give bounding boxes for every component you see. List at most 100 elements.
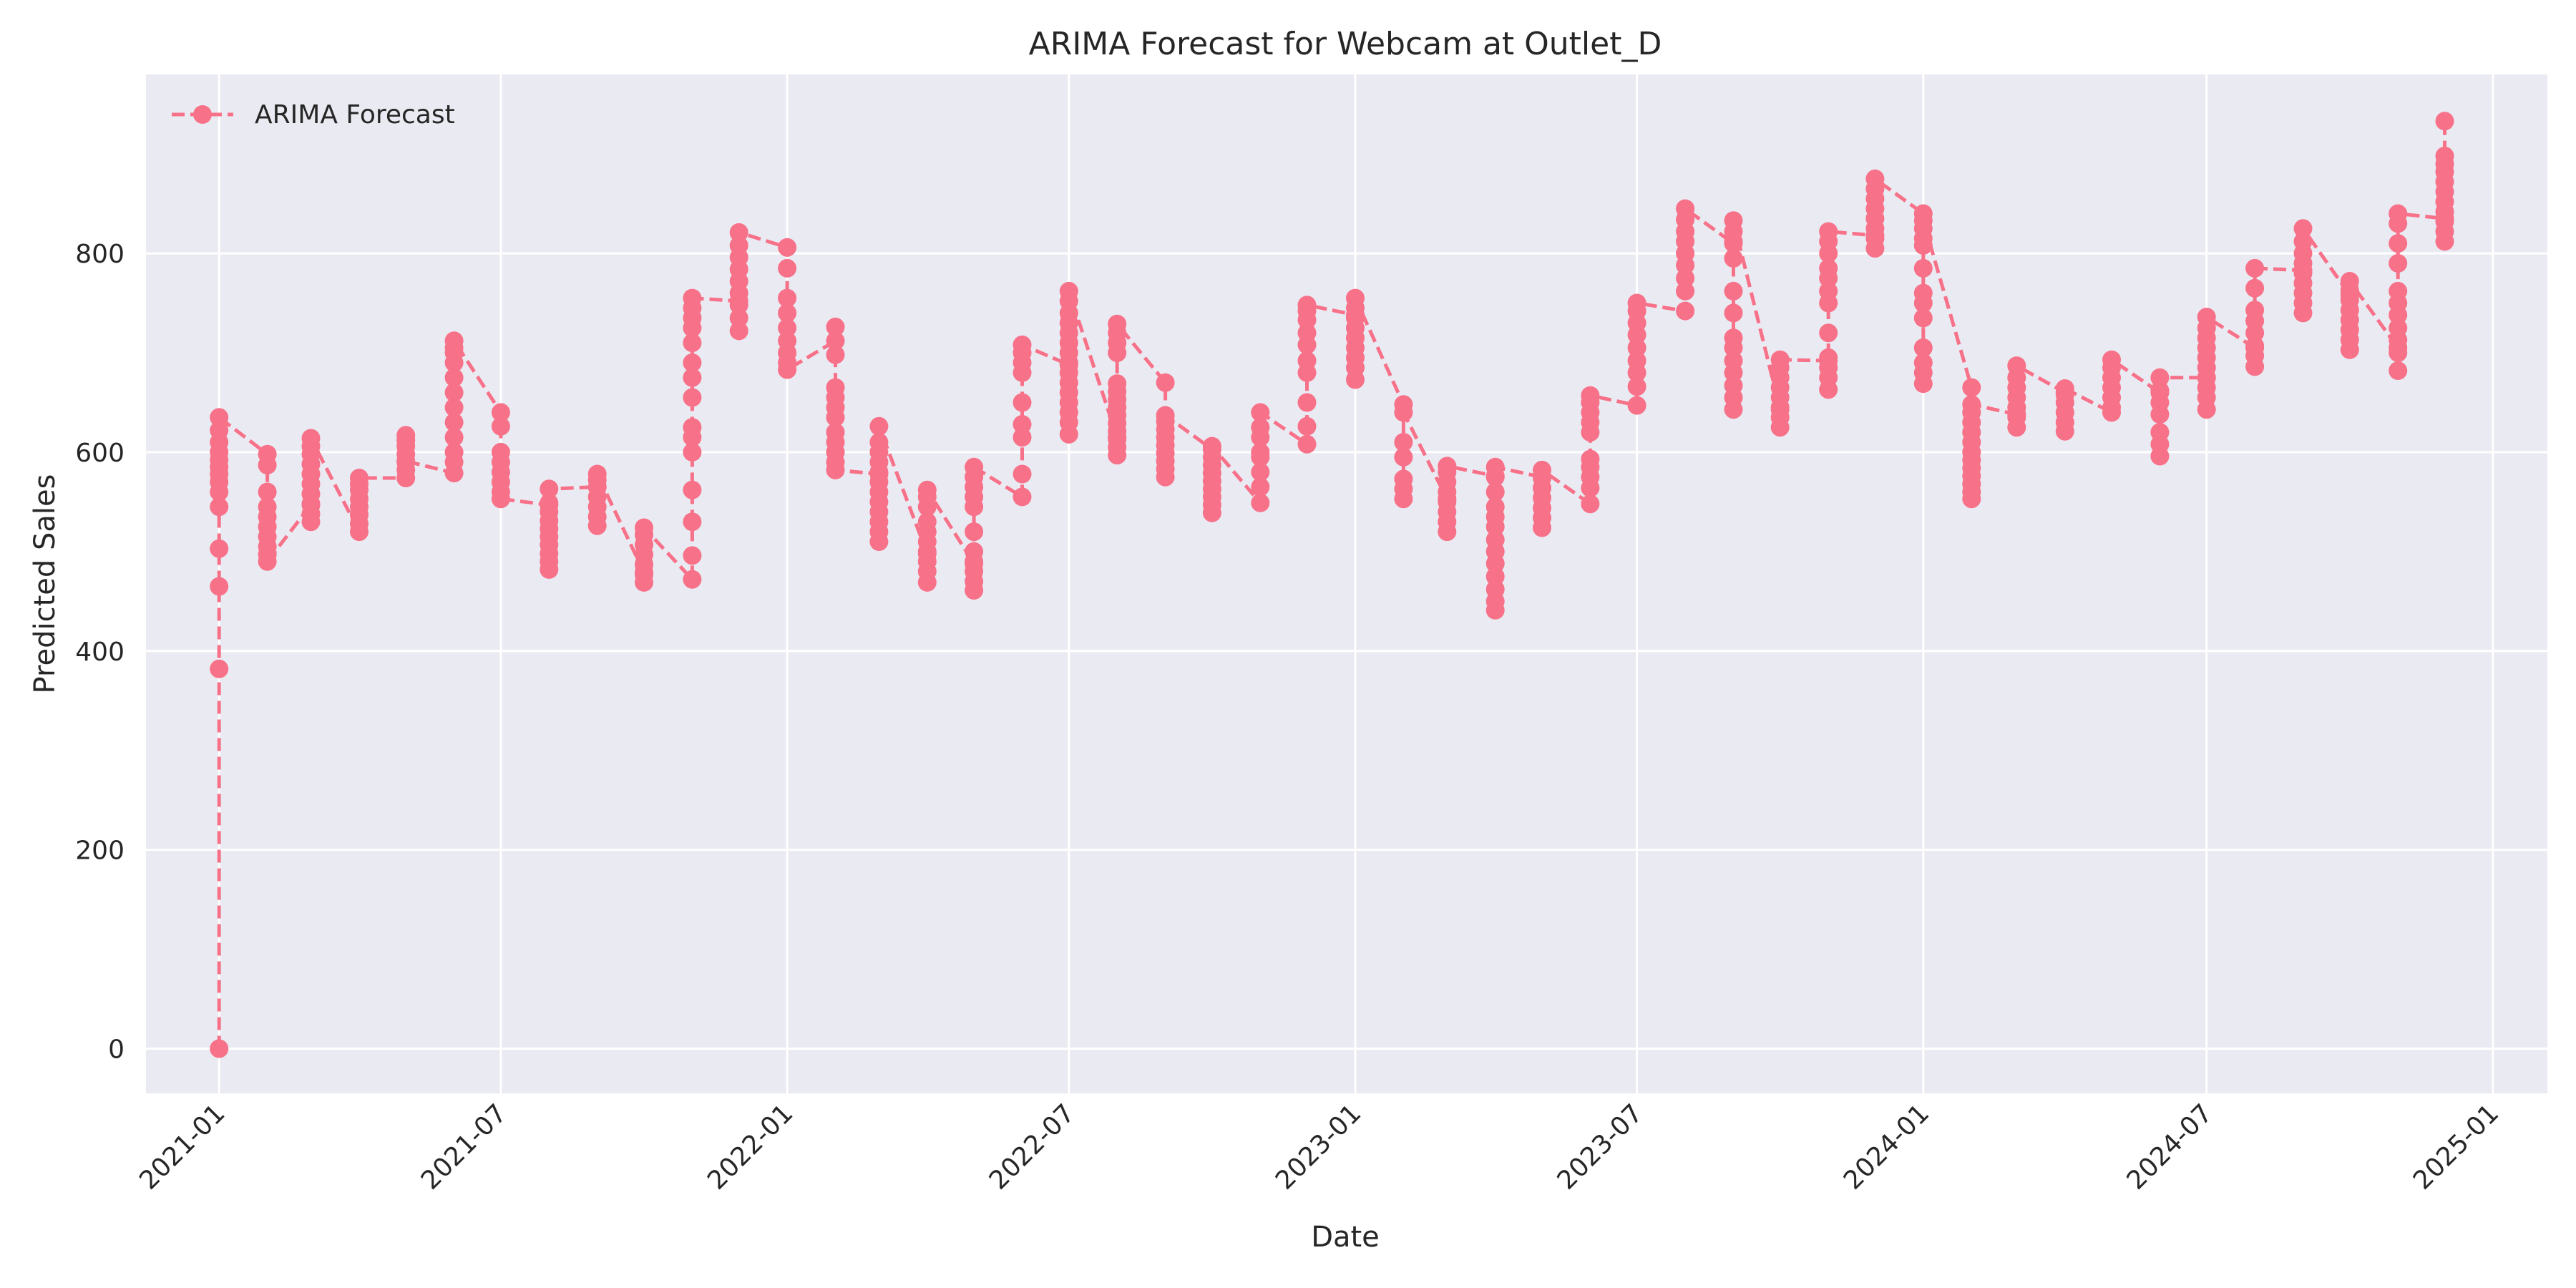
data-point (1819, 348, 1838, 367)
data-point (965, 542, 984, 561)
data-point (2150, 381, 2170, 400)
data-point (1297, 351, 1317, 371)
data-point (729, 236, 748, 255)
data-point (2150, 423, 2170, 442)
plot-background (146, 74, 2547, 1093)
data-point (729, 321, 748, 341)
data-point (1251, 493, 1270, 512)
data-point (1913, 211, 1933, 230)
data-point (2245, 301, 2265, 320)
data-point (210, 577, 229, 596)
data-point (1676, 199, 1695, 218)
data-point (444, 428, 464, 447)
data-point (2245, 258, 2265, 278)
x-tick-label: 2024-07 (2122, 1098, 2218, 1195)
y-tick-label: 0 (108, 1035, 125, 1064)
data-point (1627, 293, 1646, 313)
data-point (917, 480, 937, 499)
data-point (1485, 482, 1505, 502)
data-point (1438, 457, 1457, 476)
data-point (778, 303, 797, 323)
data-point (683, 570, 702, 589)
data-point (491, 489, 510, 509)
data-point (1013, 464, 1032, 484)
data-point (1676, 281, 1695, 301)
data-point (1819, 323, 1838, 343)
data-point (1724, 351, 1743, 371)
data-point (1108, 374, 1127, 394)
data-point (1819, 258, 1838, 278)
data-point (1581, 494, 1600, 514)
data-point (2389, 361, 2408, 380)
x-tick-label: 2021-07 (416, 1098, 512, 1195)
data-point (2389, 204, 2408, 223)
data-point (1770, 350, 1790, 369)
data-point (1485, 580, 1505, 599)
data-point (444, 413, 464, 432)
data-point (1394, 403, 1413, 422)
data-point (2389, 343, 2408, 362)
data-point (729, 223, 748, 242)
data-point (1627, 396, 1646, 415)
data-point (683, 546, 702, 565)
data-point (444, 398, 464, 417)
data-point (2007, 356, 2026, 376)
data-point (683, 333, 702, 353)
data-point (210, 539, 229, 558)
data-point (396, 426, 416, 445)
data-point (491, 416, 510, 436)
data-point (683, 388, 702, 407)
data-point (1202, 436, 1221, 456)
x-tick-label: 2024-01 (1838, 1098, 1935, 1195)
data-point (2340, 272, 2359, 291)
data-point (2293, 232, 2313, 251)
data-layer (210, 112, 2454, 1058)
data-point (826, 331, 845, 351)
y-axis-label: Predicted Sales (29, 474, 62, 694)
data-point (1724, 281, 1743, 301)
chart-title: ARIMA Forecast for Webcam at Outlet_D (1029, 26, 1662, 62)
data-point (540, 479, 559, 499)
data-point (1394, 469, 1413, 489)
data-point (210, 408, 229, 427)
x-tick-label: 2023-07 (1552, 1098, 1649, 1195)
data-point (1297, 393, 1317, 412)
data-point (1819, 281, 1838, 301)
data-point (1059, 281, 1078, 301)
data-point (1962, 378, 1981, 397)
data-point (1251, 442, 1270, 462)
data-point (2150, 368, 2170, 387)
data-point (396, 452, 416, 471)
data-point (2102, 350, 2121, 369)
legend-marker (193, 105, 212, 124)
data-point (1485, 457, 1505, 477)
data-point (635, 518, 653, 537)
data-point (491, 403, 510, 422)
data-point (1485, 497, 1505, 517)
data-point (683, 442, 702, 462)
data-point (1581, 449, 1600, 469)
data-point (1251, 418, 1270, 437)
y-tick-label: 600 (75, 439, 125, 468)
data-point (2435, 146, 2454, 165)
data-point (301, 429, 321, 448)
data-point (683, 353, 702, 372)
data-point (826, 460, 845, 479)
data-point (1724, 249, 1743, 268)
data-point (540, 493, 559, 512)
data-point (826, 408, 845, 427)
data-point (1108, 314, 1127, 333)
data-point (2197, 308, 2216, 326)
data-point (2389, 318, 2408, 338)
data-point (2389, 234, 2408, 253)
x-tick-label: 2025-01 (2408, 1098, 2504, 1195)
data-point (258, 552, 277, 571)
data-point (965, 457, 984, 477)
x-tick-label: 2022-01 (702, 1098, 799, 1195)
data-point (1394, 447, 1413, 467)
data-point (778, 318, 797, 338)
y-tick-label: 400 (75, 638, 125, 667)
data-point (1819, 222, 1838, 241)
data-point (1724, 211, 1743, 230)
data-point (826, 345, 845, 364)
